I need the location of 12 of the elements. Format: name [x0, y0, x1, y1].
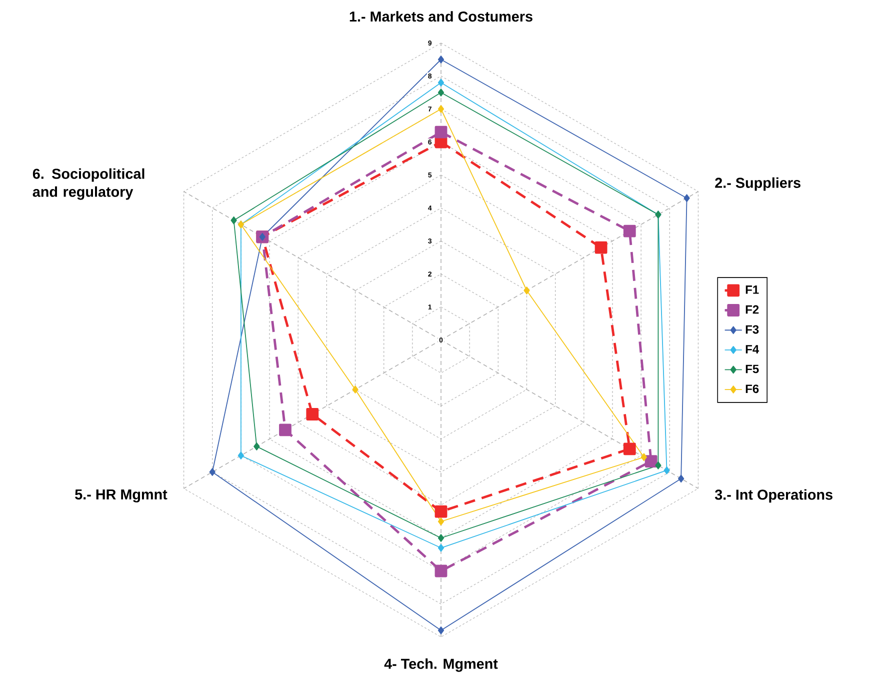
spoke-label: 3.- Int Operations [714, 489, 832, 503]
legend-label: F4 [746, 345, 760, 354]
legend-label: F5 [746, 364, 759, 374]
legend-label: F6 [746, 384, 759, 394]
spoke-label: 1.- Markets and Costumers [350, 11, 532, 22]
spoke-label: 2.- Suppliers [715, 177, 800, 191]
legend-label: F2 [746, 305, 759, 314]
spoke-label: 5.- HR Mgmnt [75, 489, 168, 502]
legend-label: F1 [746, 286, 759, 294]
legend-label: F3 [746, 325, 759, 334]
spoke-label: 6. Sociopolitical and regulatory [32, 168, 144, 200]
spoke-label: 4- Tech. Mgment [384, 658, 498, 672]
